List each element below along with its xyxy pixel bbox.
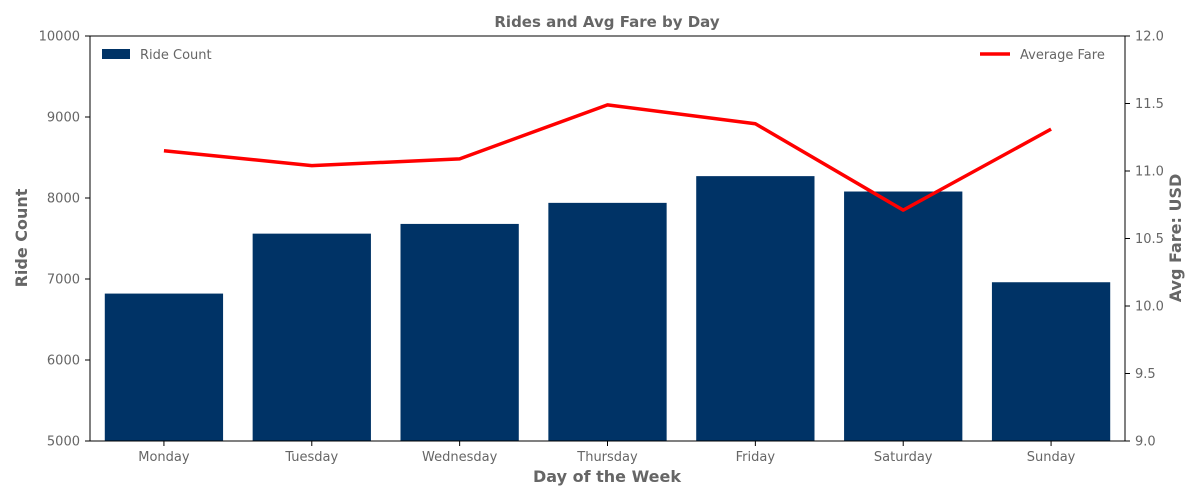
y2-tick-label: 9.5 <box>1135 367 1156 382</box>
right-axis-ticks: 9.0 9.5 10.0 10.5 11.0 11.5 12.0 <box>1125 30 1164 450</box>
legend-ride-count: Ride Count <box>102 48 212 63</box>
bar-wednesday <box>400 223 519 441</box>
average-fare-line <box>163 103 1052 212</box>
legend-average-fare: Average Fare <box>980 48 1105 63</box>
left-axis-ticks: 5000 6000 7000 8000 9000 10000 <box>39 30 90 450</box>
x-tick-label: Friday <box>736 450 776 465</box>
x-tick-label: Monday <box>138 450 190 465</box>
bar-thursday <box>548 202 667 441</box>
x-axis-title: Day of the Week <box>533 467 681 486</box>
legend-average-fare-label: Average Fare <box>1020 48 1105 63</box>
y2-tick-label: 9.0 <box>1135 435 1156 450</box>
y-tick-label: 7000 <box>47 273 80 288</box>
y-tick-label: 5000 <box>47 435 80 450</box>
y2-tick-label: 10.0 <box>1135 300 1164 315</box>
x-axis-ticks: Monday Tuesday Wednesday Thursday Friday Satu… <box>138 441 1076 465</box>
y2-axis-title: Avg Fare: USD <box>1166 174 1185 303</box>
y-tick-label: 9000 <box>47 111 80 126</box>
y-tick-label: 8000 <box>47 192 80 207</box>
legend-ride-count-label: Ride Count <box>140 48 212 63</box>
chart-title: Rides and Avg Fare by Day <box>494 13 719 31</box>
bar-sunday <box>991 282 1111 441</box>
bar-monday <box>104 293 224 441</box>
y-tick-label: 10000 <box>39 30 80 45</box>
x-tick-label: Saturday <box>874 450 933 465</box>
bar-saturday <box>844 191 963 441</box>
line-series <box>163 103 1052 212</box>
x-tick-label: Wednesday <box>422 450 498 465</box>
bar-tuesday <box>252 233 371 441</box>
x-tick-label: Thursday <box>576 450 638 465</box>
legend-ride-count-swatch <box>102 49 130 59</box>
y-axis-title: Ride Count <box>12 188 31 287</box>
bar-friday <box>696 176 815 441</box>
y2-tick-label: 12.0 <box>1135 30 1164 45</box>
bar-series <box>104 176 1111 441</box>
y2-tick-label: 11.5 <box>1135 97 1164 112</box>
x-tick-label: Tuesday <box>284 450 338 465</box>
y2-tick-label: 10.5 <box>1135 232 1164 247</box>
x-tick-label: Sunday <box>1027 450 1076 465</box>
y2-tick-label: 11.0 <box>1135 165 1164 180</box>
y-tick-label: 6000 <box>47 354 80 369</box>
